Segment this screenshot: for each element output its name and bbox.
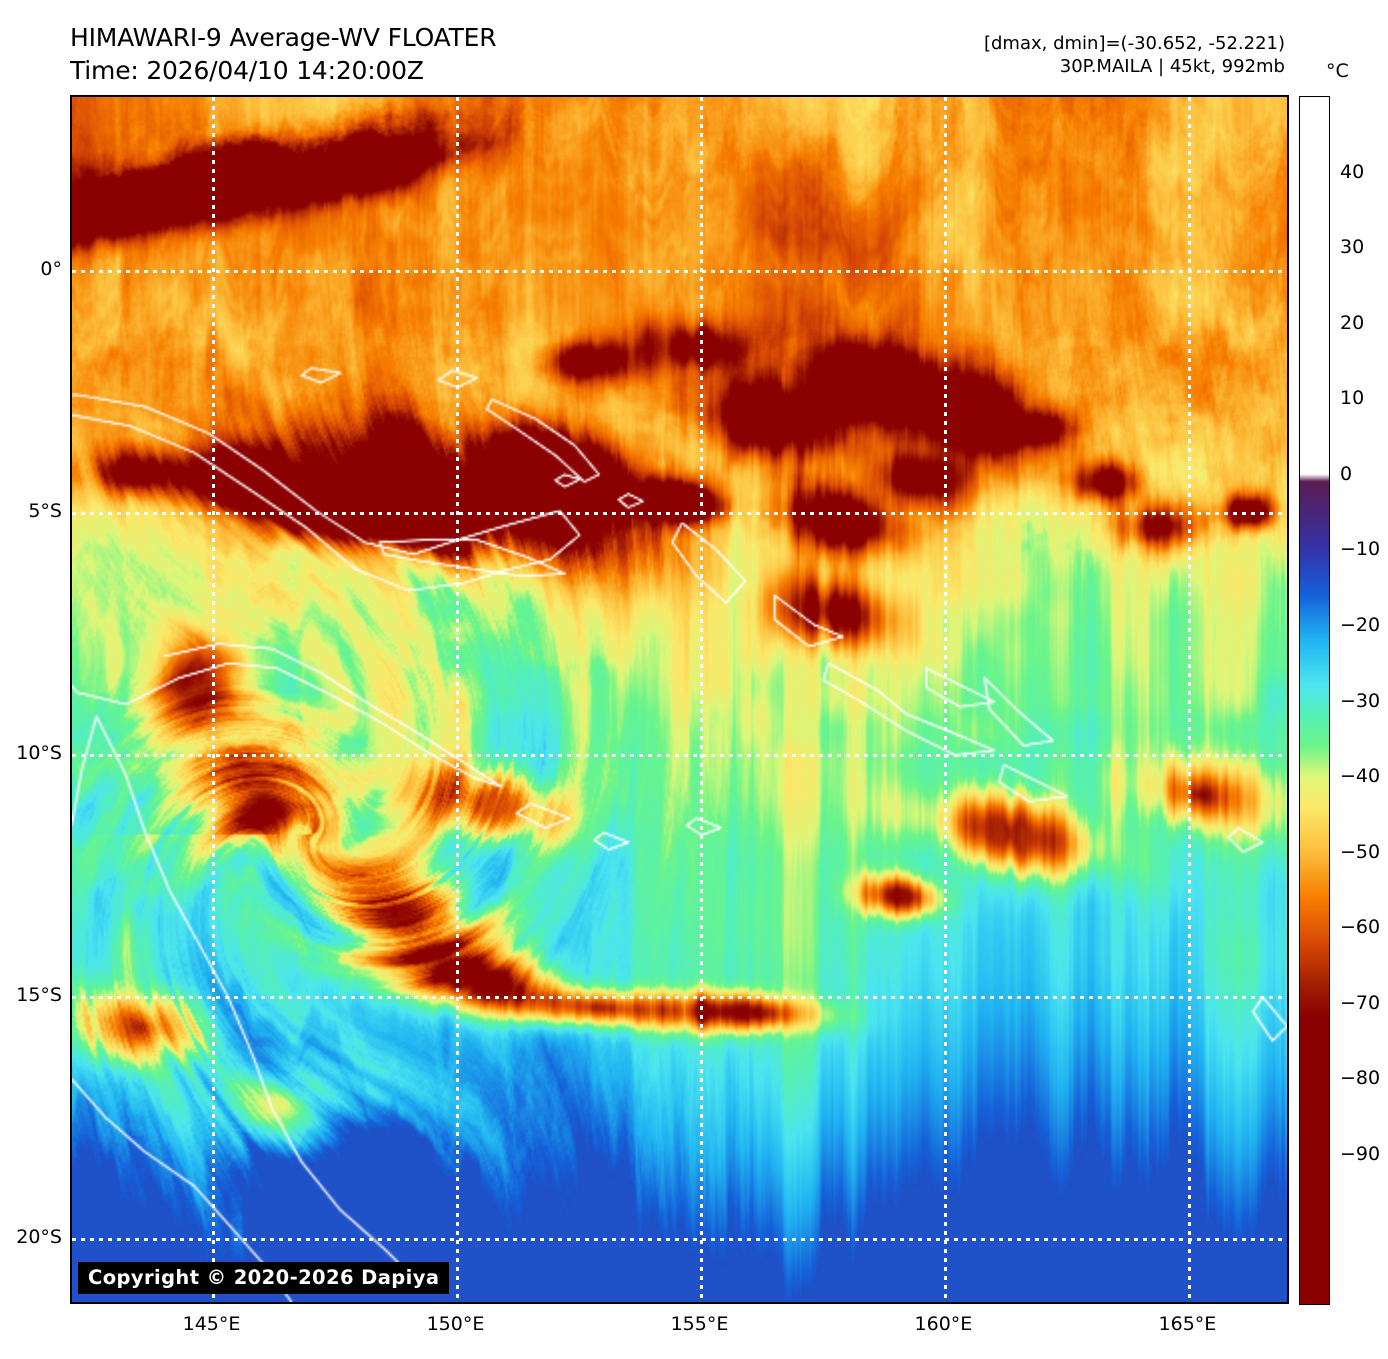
colorbar-tick-label: −80 [1340, 1067, 1381, 1090]
storm-info-label: 30P.MAILA | 45kt, 992mb [1059, 56, 1285, 78]
lat-tick-label: 0° [40, 258, 62, 281]
lat-tick-label: 5°S [28, 500, 62, 523]
lon-tick-label: 145°E [182, 1313, 241, 1335]
colorbar-tick-label: −50 [1340, 840, 1381, 863]
colorbar-tick-label: −20 [1340, 613, 1381, 636]
satellite-map[interactable]: Copyright © 2020-2026 Dapiya [70, 95, 1289, 1304]
lat-tick-label: 15°S [16, 984, 62, 1007]
page-title: HIMAWARI-9 Average-WV FLOATER [70, 23, 497, 52]
timestamp-label: Time: 2026/04/10 14:20:00Z [70, 55, 424, 85]
colorbar-tick-label: −60 [1340, 916, 1381, 939]
colorbar-tick-label: 20 [1340, 311, 1365, 334]
colorbar-tick-label: 0 [1340, 462, 1353, 485]
colorbar[interactable] [1299, 96, 1330, 1305]
colorbar-unit-label: °C [1326, 60, 1349, 82]
colorbar-tick-label: 40 [1340, 160, 1365, 183]
dmax-dmin-label: [dmax, dmin]=(-30.652, -52.221) [983, 33, 1285, 54]
title-block: HIMAWARI-9 Average-WV FLOATER Time: 2026… [70, 22, 497, 87]
colorbar-tick-label: −30 [1340, 689, 1381, 712]
lon-tick-label: 160°E [914, 1313, 973, 1335]
colorbar-gradient [1300, 97, 1329, 1304]
colorbar-tick-label: −40 [1340, 765, 1381, 788]
lon-tick-label: 150°E [426, 1313, 485, 1335]
satellite-imagery-canvas [72, 97, 1287, 1302]
colorbar-tick-label: −10 [1340, 538, 1381, 561]
colorbar-tick-label: 10 [1340, 387, 1365, 410]
lon-tick-label: 155°E [670, 1313, 729, 1335]
lat-tick-label: 20°S [16, 1226, 62, 1249]
lon-tick-label: 165°E [1158, 1313, 1217, 1335]
copyright-banner: Copyright © 2020-2026 Dapiya [78, 1262, 450, 1294]
colorbar-tick-label: 30 [1340, 236, 1365, 259]
lat-tick-label: 10°S [16, 742, 62, 765]
colorbar-tick-label: −90 [1340, 1142, 1381, 1165]
metadata-block: [dmax, dmin]=(-30.652, -52.221) 30P.MAIL… [984, 32, 1285, 78]
colorbar-tick-label: −70 [1340, 991, 1381, 1014]
